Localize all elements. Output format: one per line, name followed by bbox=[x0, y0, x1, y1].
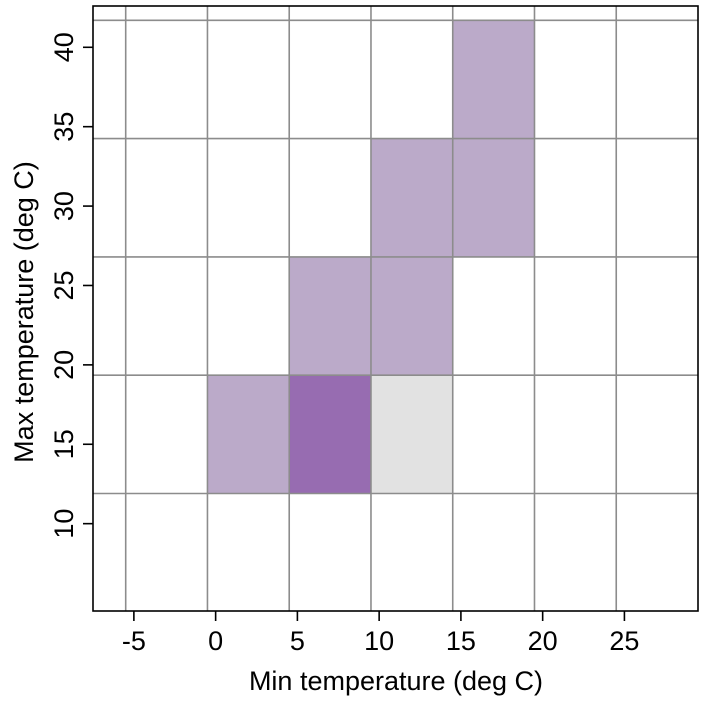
x-tick-label: 10 bbox=[364, 626, 394, 656]
x-tick-label: 25 bbox=[609, 626, 639, 656]
heatmap-cell bbox=[370, 256, 453, 376]
x-tick-label: 20 bbox=[528, 626, 558, 656]
y-tick-label: 10 bbox=[49, 509, 79, 539]
heatmap-cell bbox=[207, 375, 290, 494]
x-axis-title: Min temperature (deg C) bbox=[249, 666, 543, 696]
axes: -5 0 5 10 15 20 25 10 15 20 25 30 35 40 bbox=[49, 5, 699, 656]
y-tick-label: 25 bbox=[49, 270, 79, 300]
y-tick-label: 20 bbox=[49, 350, 79, 380]
x-tick-label: 15 bbox=[446, 626, 476, 656]
y-axis-title: Max temperature (deg C) bbox=[9, 161, 39, 463]
grid-lines bbox=[93, 6, 698, 611]
heatmap-cell bbox=[289, 375, 371, 494]
y-tick-label: 15 bbox=[49, 429, 79, 459]
plot-frame bbox=[92, 5, 699, 612]
x-tick-label: 0 bbox=[208, 626, 223, 656]
heatmap-cell bbox=[289, 256, 371, 376]
x-tick-label: 5 bbox=[290, 626, 305, 656]
heatmap-cell bbox=[370, 375, 453, 494]
heatmap-cell bbox=[452, 138, 535, 257]
y-tick-label: 35 bbox=[49, 112, 79, 142]
x-tick-label: -5 bbox=[122, 626, 146, 656]
heatmap-cell bbox=[452, 20, 535, 139]
y-tick-label: 30 bbox=[49, 191, 79, 221]
heatmap-cells bbox=[207, 20, 535, 494]
heatmap-cell bbox=[370, 138, 453, 257]
y-tick-label: 40 bbox=[49, 32, 79, 62]
